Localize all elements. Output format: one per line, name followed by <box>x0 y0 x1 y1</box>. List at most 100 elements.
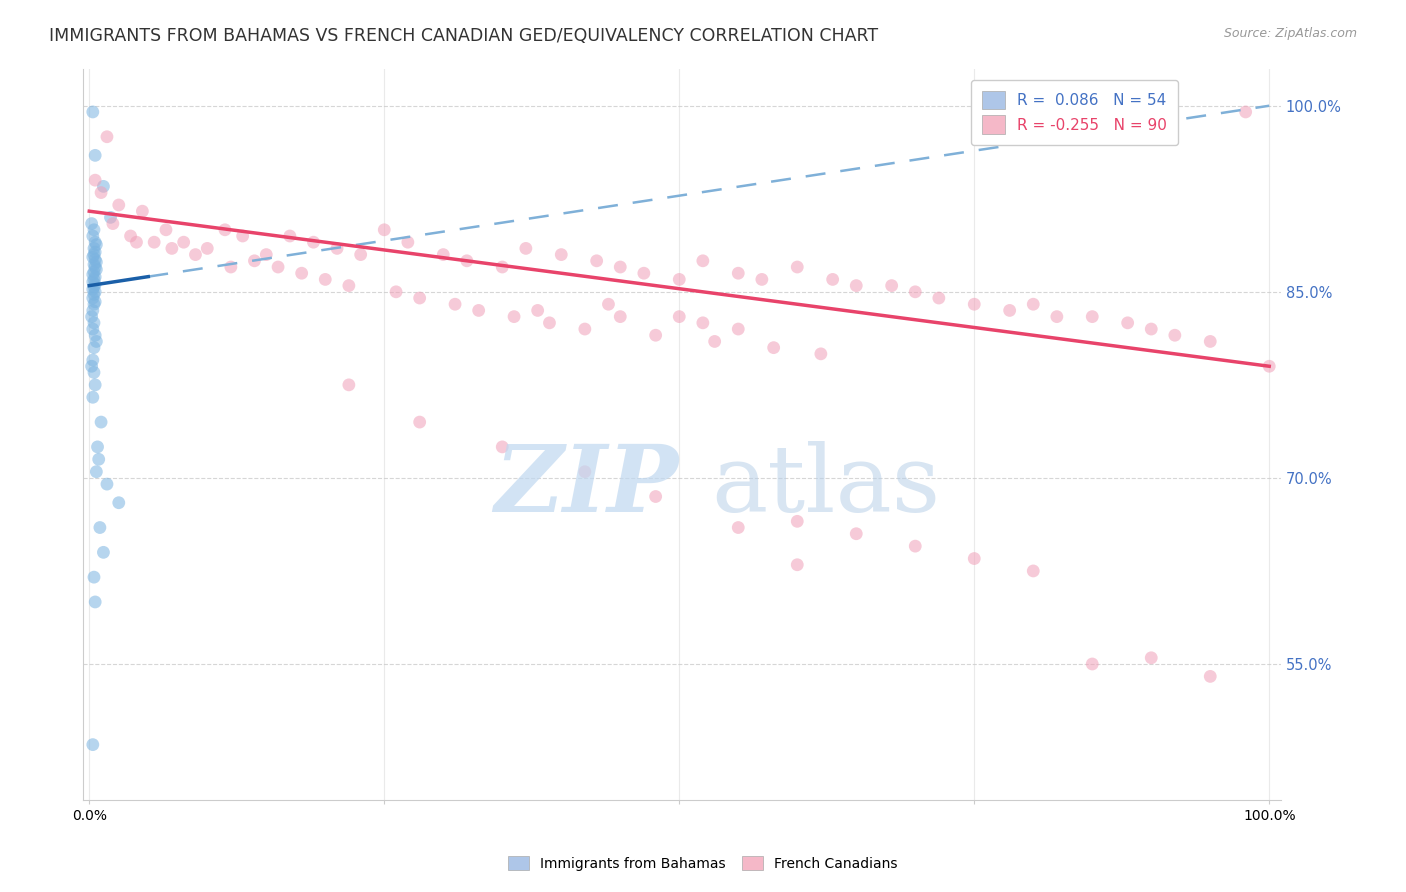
Point <box>84 294 107 309</box>
Point <box>82 275 104 289</box>
Legend: Immigrants from Bahamas, French Canadians: Immigrants from Bahamas, French Canadian… <box>502 850 904 876</box>
Point <box>1081 310 1104 324</box>
Point <box>82 353 104 368</box>
Text: Source: ZipAtlas.com: Source: ZipAtlas.com <box>1223 27 1357 40</box>
Point <box>998 303 1021 318</box>
Point <box>1234 104 1257 119</box>
Point <box>107 198 129 212</box>
Point <box>120 229 142 244</box>
Point <box>904 285 927 299</box>
Point <box>278 229 301 244</box>
Legend: R =  0.086   N = 54, R = -0.255   N = 90: R = 0.086 N = 54, R = -0.255 N = 90 <box>972 79 1178 145</box>
Point <box>550 247 572 261</box>
Point <box>963 551 986 566</box>
Point <box>880 278 903 293</box>
Point <box>84 277 107 292</box>
Point <box>84 260 107 274</box>
Point <box>83 316 105 330</box>
Point <box>101 217 124 231</box>
Point <box>84 245 107 260</box>
Point <box>107 496 129 510</box>
Point <box>291 266 314 280</box>
Point <box>585 253 607 268</box>
Point <box>810 347 832 361</box>
Point <box>692 253 714 268</box>
Point <box>160 241 183 255</box>
Point <box>82 390 104 404</box>
Point <box>90 186 112 200</box>
Point <box>526 303 548 318</box>
Point <box>267 260 290 274</box>
Point <box>1116 316 1139 330</box>
Point <box>491 260 513 274</box>
Point <box>1199 669 1222 683</box>
Point <box>1081 657 1104 671</box>
Point <box>84 269 107 284</box>
Point <box>845 526 868 541</box>
Point <box>609 310 631 324</box>
Point <box>302 235 325 250</box>
Point <box>83 280 105 294</box>
Point <box>254 247 277 261</box>
Point <box>574 322 596 336</box>
Point <box>93 179 115 194</box>
Point <box>93 545 115 559</box>
Point <box>432 247 454 261</box>
Point <box>86 440 108 454</box>
Point <box>609 260 631 274</box>
Point <box>131 204 153 219</box>
Point <box>337 377 360 392</box>
Point <box>86 334 108 349</box>
Point <box>82 104 104 119</box>
Point <box>727 520 749 534</box>
Point <box>703 334 725 349</box>
Point <box>408 415 430 429</box>
Point <box>538 316 561 330</box>
Point <box>84 173 107 187</box>
Point <box>633 266 655 280</box>
Point <box>82 268 104 282</box>
Point <box>214 223 236 237</box>
Point <box>82 282 104 296</box>
Point <box>786 514 808 528</box>
Point <box>762 341 785 355</box>
Text: ZIP: ZIP <box>495 441 679 531</box>
Point <box>84 148 107 162</box>
Point <box>90 415 112 429</box>
Point <box>83 366 105 380</box>
Point <box>83 265 105 279</box>
Point <box>195 241 218 255</box>
Point <box>821 272 844 286</box>
Point <box>727 266 749 280</box>
Point <box>84 252 107 267</box>
Point <box>644 490 666 504</box>
Point <box>82 303 104 318</box>
Point <box>125 235 148 250</box>
Point <box>1258 359 1281 374</box>
Point <box>84 377 107 392</box>
Point <box>337 278 360 293</box>
Point <box>350 247 373 261</box>
Point <box>692 316 714 330</box>
Point <box>515 241 537 255</box>
Point <box>1140 650 1163 665</box>
Point <box>232 229 254 244</box>
Point <box>86 255 108 269</box>
Point <box>444 297 467 311</box>
Point <box>668 310 690 324</box>
Point <box>668 272 690 286</box>
Point <box>1022 297 1045 311</box>
Point <box>173 235 195 250</box>
Point <box>644 328 666 343</box>
Point <box>86 237 108 252</box>
Point <box>963 297 986 311</box>
Point <box>219 260 242 274</box>
Point <box>1022 564 1045 578</box>
Point <box>83 570 105 584</box>
Point <box>904 539 927 553</box>
Point <box>80 310 103 324</box>
Point <box>751 272 773 286</box>
Point <box>82 738 104 752</box>
Point <box>396 235 419 250</box>
Point <box>82 250 104 264</box>
